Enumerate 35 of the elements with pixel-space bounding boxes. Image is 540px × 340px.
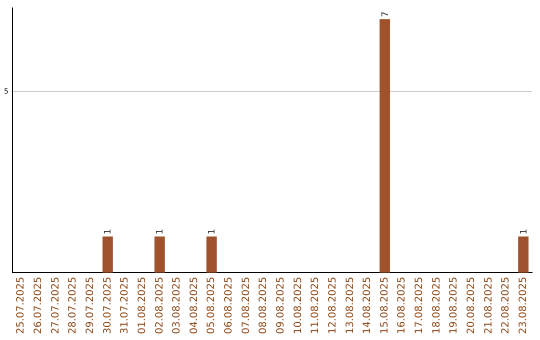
- x-tick-label: 30.07.2025: [102, 276, 114, 334]
- x-tick-label: 25.07.2025: [16, 276, 27, 334]
- x-tick-label: 17.08.2025: [414, 276, 426, 334]
- x-tick-label: 14.08.2025: [362, 276, 374, 334]
- x-tick-label: 08.08.2025: [258, 276, 270, 334]
- x-tick-label: 26.07.2025: [33, 276, 44, 334]
- x-tick-label: 22.08.2025: [500, 276, 512, 334]
- x-tick-label: 01.08.2025: [136, 276, 148, 334]
- x-tick-label: 16.08.2025: [396, 276, 408, 334]
- x-tick-label: 23.08.2025: [518, 276, 529, 334]
- x-tick-label: 09.08.2025: [275, 276, 286, 334]
- data-label: 7: [380, 11, 391, 18]
- x-tick-label: 13.08.2025: [344, 276, 356, 334]
- data-label: 1: [104, 228, 114, 235]
- x-tick-label: 02.08.2025: [154, 276, 166, 334]
- x-tick-label: 03.08.2025: [172, 276, 183, 334]
- x-tick-label: 05.08.2025: [206, 276, 218, 334]
- data-label: 1: [156, 228, 166, 235]
- x-tick-label: 15.08.2025: [379, 276, 390, 334]
- x-tick-label: 29.07.2025: [84, 276, 96, 334]
- x-tick-label: 27.07.2025: [50, 276, 62, 334]
- x-tick-label: 04.08.2025: [188, 276, 200, 334]
- data-label: 1: [208, 228, 218, 235]
- x-tick-label: 07.08.2025: [240, 276, 252, 334]
- x-tick-label: 31.07.2025: [120, 276, 131, 334]
- x-tick-label: 11.08.2025: [310, 276, 322, 334]
- x-tick-label: 10.08.2025: [292, 276, 304, 334]
- data-label: 1: [519, 228, 530, 235]
- x-tick-label: 12.08.2025: [327, 276, 338, 334]
- x-tick-label: 06.08.2025: [224, 276, 235, 334]
- x-tick-label: 18.08.2025: [431, 276, 442, 334]
- x-tick-label: 20.08.2025: [466, 276, 477, 334]
- x-tick-label: 28.07.2025: [68, 276, 79, 334]
- x-tick-label: 19.08.2025: [448, 276, 460, 334]
- x-tick-label: 21.08.2025: [483, 276, 494, 334]
